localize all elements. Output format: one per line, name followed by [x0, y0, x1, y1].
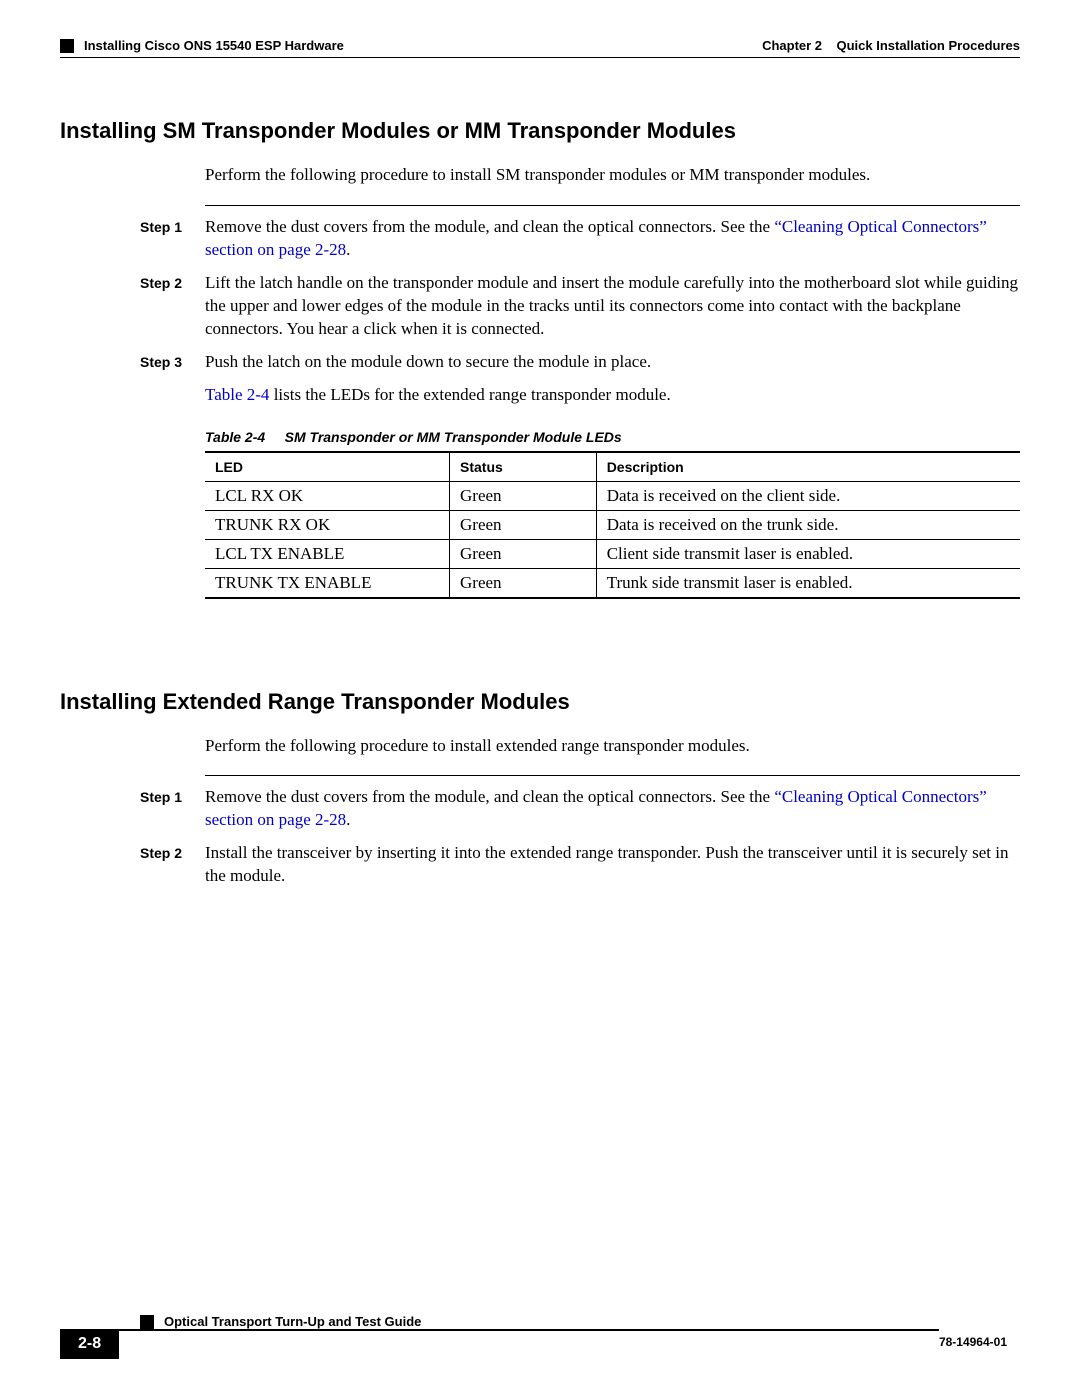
- step-item: Step 1 Remove the dust covers from the m…: [140, 216, 1020, 262]
- step-item: Step 1 Remove the dust covers from the m…: [140, 786, 1020, 832]
- section1-steps-rule: [205, 205, 1020, 206]
- header-chapter: Chapter 2: [762, 38, 822, 53]
- table-caption-title: SM Transponder or MM Transponder Module …: [285, 429, 622, 445]
- document-id: 78-14964-01: [939, 1329, 1011, 1349]
- footer-square-icon: [140, 1315, 154, 1329]
- step-text-pre: Remove the dust covers from the module, …: [205, 217, 774, 236]
- table-row: TRUNK RX OK Green Data is received on th…: [205, 510, 1020, 539]
- step-body: Push the latch on the module down to sec…: [205, 351, 1020, 374]
- table-2-4-link[interactable]: Table 2-4: [205, 385, 269, 404]
- section2-intro: Perform the following procedure to insta…: [205, 735, 1020, 758]
- table-reference-rest: lists the LEDs for the extended range tr…: [269, 385, 670, 404]
- table-row: TRUNK TX ENABLE Green Trunk side transmi…: [205, 568, 1020, 598]
- cell-desc: Data is received on the trunk side.: [596, 510, 1020, 539]
- table-caption: Table 2-4 SM Transponder or MM Transpond…: [205, 429, 1020, 445]
- cell-desc: Data is received on the client side.: [596, 481, 1020, 510]
- section1-heading: Installing SM Transponder Modules or MM …: [60, 118, 1020, 144]
- cell-status: Green: [450, 481, 597, 510]
- section1-steps: Step 1 Remove the dust covers from the m…: [140, 216, 1020, 374]
- header-rule: [60, 57, 1020, 58]
- step-item: Step 2 Install the transceiver by insert…: [140, 842, 1020, 888]
- page-number: 2-8: [60, 1329, 119, 1359]
- cell-desc: Client side transmit laser is enabled.: [596, 539, 1020, 568]
- cell-desc: Trunk side transmit laser is enabled.: [596, 568, 1020, 598]
- cell-led: LCL RX OK: [205, 481, 450, 510]
- led-table: LED Status Description LCL RX OK Green D…: [205, 451, 1020, 599]
- section2-heading: Installing Extended Range Transponder Mo…: [60, 689, 1020, 715]
- step-text-pre: Remove the dust covers from the module, …: [205, 787, 774, 806]
- cell-status: Green: [450, 510, 597, 539]
- section2-steps-rule: [205, 775, 1020, 776]
- step-text-post: .: [346, 810, 350, 829]
- cell-status: Green: [450, 539, 597, 568]
- footer-rule: [119, 1329, 939, 1331]
- table-caption-label: Table 2-4: [205, 429, 265, 445]
- header-chapter-title: Quick Installation Procedures: [837, 38, 1021, 53]
- step-body: Remove the dust covers from the module, …: [205, 786, 1020, 832]
- step-label: Step 1: [140, 216, 205, 262]
- table-reference: Table 2-4 lists the LEDs for the extende…: [205, 384, 1020, 407]
- cell-led: TRUNK TX ENABLE: [205, 568, 450, 598]
- step-body: Lift the latch handle on the transponder…: [205, 272, 1020, 341]
- section2-steps: Step 1 Remove the dust covers from the m…: [140, 786, 1020, 888]
- th-status: Status: [450, 452, 597, 482]
- step-item: Step 2 Lift the latch handle on the tran…: [140, 272, 1020, 341]
- cell-status: Green: [450, 568, 597, 598]
- section1-intro: Perform the following procedure to insta…: [205, 164, 1020, 187]
- page-footer: Optical Transport Turn-Up and Test Guide…: [60, 1314, 1020, 1359]
- step-body: Remove the dust covers from the module, …: [205, 216, 1020, 262]
- th-led: LED: [205, 452, 450, 482]
- page-header: Installing Cisco ONS 15540 ESP Hardware …: [60, 38, 1020, 53]
- step-label: Step 2: [140, 842, 205, 888]
- th-description: Description: [596, 452, 1020, 482]
- step-text-post: .: [346, 240, 350, 259]
- step-label: Step 3: [140, 351, 205, 374]
- cell-led: LCL TX ENABLE: [205, 539, 450, 568]
- step-body: Install the transceiver by inserting it …: [205, 842, 1020, 888]
- step-item: Step 3 Push the latch on the module down…: [140, 351, 1020, 374]
- header-square-icon: [60, 39, 74, 53]
- step-label: Step 2: [140, 272, 205, 341]
- step-label: Step 1: [140, 786, 205, 832]
- table-row: LCL RX OK Green Data is received on the …: [205, 481, 1020, 510]
- table-header-row: LED Status Description: [205, 452, 1020, 482]
- table-row: LCL TX ENABLE Green Client side transmit…: [205, 539, 1020, 568]
- cell-led: TRUNK RX OK: [205, 510, 450, 539]
- header-section-title: Installing Cisco ONS 15540 ESP Hardware: [84, 38, 344, 53]
- footer-guide-title: Optical Transport Turn-Up and Test Guide: [164, 1314, 421, 1329]
